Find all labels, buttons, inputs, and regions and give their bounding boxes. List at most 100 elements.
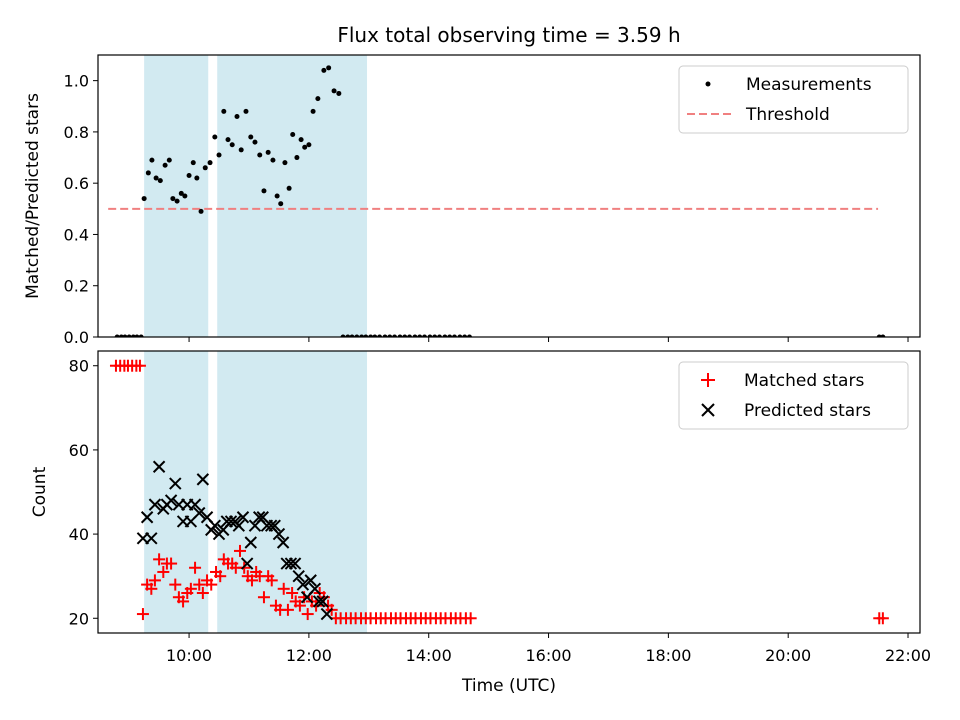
- data-point: [257, 591, 270, 604]
- data-point: [462, 334, 468, 337]
- data-point: [447, 334, 453, 337]
- data-point-stroke: [244, 536, 257, 549]
- data-point: [244, 536, 257, 549]
- data-point: [457, 334, 463, 337]
- data-point: [182, 193, 188, 199]
- data-point: [243, 108, 249, 114]
- data-point: [286, 587, 299, 600]
- data-point: [140, 511, 154, 524]
- top-y-tick-label: 0.4: [64, 225, 89, 244]
- data-point: [186, 172, 192, 178]
- data-point: [169, 578, 182, 591]
- data-point: [432, 334, 438, 337]
- data-point: [382, 334, 388, 337]
- data-point: [248, 134, 254, 140]
- data-point: [208, 519, 222, 532]
- data-point: [189, 561, 202, 574]
- data-point: [157, 178, 163, 184]
- top-y-tick-label: 0.6: [64, 174, 89, 193]
- data-point-stroke: [188, 498, 202, 511]
- data-point: [126, 334, 132, 337]
- data-point-stroke: [196, 473, 210, 486]
- data-point: [372, 334, 378, 337]
- data-point: [193, 578, 206, 591]
- data-point: [281, 603, 294, 616]
- data-point: [205, 578, 218, 591]
- x-tick-label: 20:00: [765, 646, 811, 665]
- top-y-tick-label: 1.0: [64, 72, 89, 91]
- data-point: [194, 175, 200, 181]
- data-point: [284, 557, 298, 570]
- data-point: [232, 519, 246, 532]
- data-point: [202, 165, 208, 171]
- data-point-stroke: [240, 557, 254, 570]
- data-point: [245, 574, 258, 587]
- data-point: [349, 334, 355, 337]
- data-point: [145, 582, 158, 595]
- legend-predicted-marker: [701, 403, 715, 417]
- data-point: [320, 607, 334, 621]
- data-point: [306, 142, 312, 148]
- data-point: [308, 582, 322, 596]
- data-point: [190, 160, 196, 166]
- data-point: [198, 208, 204, 214]
- data-point-stroke: [152, 460, 166, 473]
- data-point: [321, 67, 327, 73]
- data-point: [229, 142, 235, 148]
- data-point: [377, 334, 383, 337]
- data-point: [196, 587, 209, 600]
- data-point: [392, 334, 398, 337]
- data-point: [152, 460, 166, 473]
- data-point-stroke: [264, 519, 278, 532]
- top-y-tick-label: 0.8: [64, 123, 89, 142]
- data-point: [437, 334, 443, 337]
- data-point: [312, 595, 326, 608]
- top-plot-area: [108, 65, 886, 337]
- data-point: [296, 578, 310, 591]
- data-point: [240, 557, 254, 570]
- data-point: [268, 519, 281, 532]
- data-point: [427, 334, 433, 337]
- data-point-stroke: [232, 519, 246, 532]
- data-point: [340, 334, 346, 337]
- bottom-y-axis-label: Count: [30, 466, 50, 517]
- data-point: [207, 160, 213, 166]
- data-point: [272, 527, 286, 541]
- top-y-tick-label: 0.0: [64, 328, 89, 347]
- data-point: [270, 157, 276, 163]
- bottom-y-tick-label: 60: [69, 441, 89, 460]
- data-point: [141, 196, 147, 202]
- data-point: [282, 160, 288, 166]
- data-point-stroke: [296, 578, 310, 591]
- data-point: [277, 582, 290, 595]
- data-point: [265, 149, 271, 155]
- legend-matched-label: Matched stars: [744, 371, 864, 391]
- bottom-series-predicted-stars: [136, 460, 334, 621]
- data-point: [157, 565, 170, 578]
- data-point: [310, 108, 316, 114]
- x-tick-label: 16:00: [525, 646, 571, 665]
- data-point: [304, 574, 317, 587]
- data-point-stroke: [312, 595, 326, 608]
- top-y-tick-label: 0.2: [64, 277, 89, 296]
- data-point: [216, 152, 222, 158]
- x-tick-label: 12:00: [286, 646, 332, 665]
- data-point-stroke: [140, 511, 154, 524]
- chart-title: Flux total observing time = 3.59 h: [337, 23, 680, 47]
- data-point: [412, 334, 418, 337]
- data-point-stroke: [268, 519, 281, 532]
- data-point: [278, 201, 284, 207]
- data-point: [164, 494, 178, 507]
- data-point: [153, 553, 166, 566]
- data-point: [148, 498, 162, 511]
- data-point: [170, 196, 176, 202]
- data-point: [212, 134, 218, 140]
- x-tick-label: 18:00: [645, 646, 691, 665]
- legend-measurements-label: Measurements: [746, 75, 872, 95]
- data-point: [162, 162, 168, 168]
- data-point: [301, 608, 314, 621]
- top-panel: 0.0 0.2 0.4 0.6 0.8 1.0: [64, 54, 921, 347]
- bottom-legend-frame: [678, 361, 909, 430]
- data-point-stroke: [292, 569, 305, 583]
